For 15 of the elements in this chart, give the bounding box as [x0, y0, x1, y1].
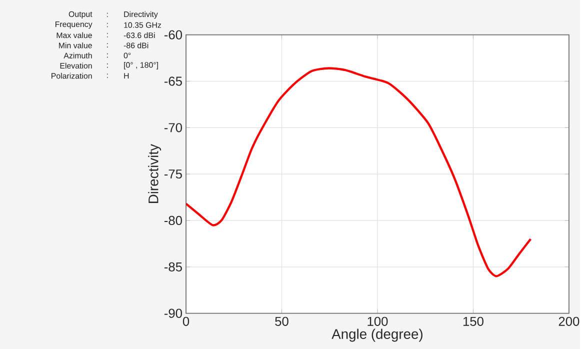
line-series	[186, 67, 532, 278]
y-axis-title: Directivity	[148, 144, 162, 203]
y-tick-label: -70	[164, 123, 182, 132]
y-tick-label: -90	[164, 308, 182, 318]
x-tick-label: 200	[558, 316, 580, 326]
y-tick-label: -85	[164, 262, 182, 272]
y-tick-label: -60	[164, 30, 182, 40]
x-axis-title: Angle (degree)	[332, 328, 422, 342]
x-tick-label: 50	[275, 316, 288, 326]
x-tick-label: 100	[368, 316, 388, 326]
x-tick-label: 150	[463, 316, 484, 326]
y-tick-label: -75	[164, 170, 182, 178]
y-tick-label: -80	[164, 216, 182, 225]
y-tick-label: -65	[164, 76, 182, 86]
x-tick-label: 0	[182, 316, 190, 326]
